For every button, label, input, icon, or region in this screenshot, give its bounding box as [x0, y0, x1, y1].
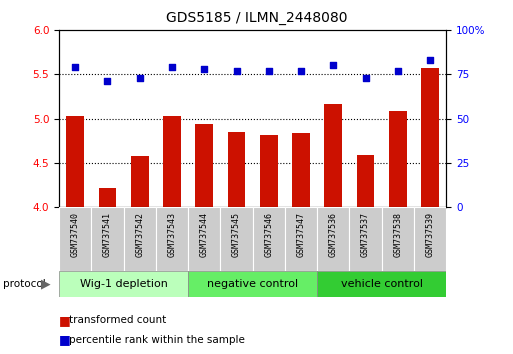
Point — [362, 75, 370, 81]
Point — [200, 66, 208, 72]
Bar — [124, 207, 156, 271]
Bar — [317, 271, 446, 297]
Point — [103, 79, 111, 84]
Bar — [195, 124, 213, 207]
Bar — [252, 207, 285, 271]
Text: GSM737546: GSM737546 — [264, 212, 273, 257]
Bar — [221, 207, 252, 271]
Bar — [66, 116, 84, 207]
Text: negative control: negative control — [207, 279, 298, 289]
Text: GSM737545: GSM737545 — [232, 212, 241, 257]
Text: ■: ■ — [59, 333, 71, 346]
Text: ▶: ▶ — [41, 278, 50, 291]
Point — [265, 68, 273, 74]
Bar — [349, 207, 382, 271]
Text: GSM737539: GSM737539 — [426, 212, 435, 257]
Point — [394, 68, 402, 74]
Text: GSM737543: GSM737543 — [167, 212, 176, 257]
Text: GSM737537: GSM737537 — [361, 212, 370, 257]
Text: GDS5185 / ILMN_2448080: GDS5185 / ILMN_2448080 — [166, 11, 347, 25]
Point — [135, 75, 144, 81]
Bar — [324, 104, 342, 207]
Text: GSM737536: GSM737536 — [329, 212, 338, 257]
Text: GSM737538: GSM737538 — [393, 212, 402, 257]
Bar — [131, 156, 149, 207]
Bar — [59, 271, 188, 297]
Text: GSM737541: GSM737541 — [103, 212, 112, 257]
Text: protocol: protocol — [3, 279, 45, 289]
Bar — [260, 135, 278, 207]
Point — [426, 57, 435, 63]
Bar — [156, 207, 188, 271]
Bar — [317, 207, 349, 271]
Text: transformed count: transformed count — [69, 315, 167, 325]
Bar — [59, 207, 91, 271]
Point — [329, 63, 338, 68]
Bar — [357, 155, 374, 207]
Bar — [389, 110, 407, 207]
Point — [71, 64, 79, 70]
Bar — [414, 207, 446, 271]
Text: ■: ■ — [59, 314, 71, 327]
Bar — [188, 207, 221, 271]
Point — [232, 68, 241, 74]
Bar — [163, 116, 181, 207]
Bar — [292, 133, 310, 207]
Text: vehicle control: vehicle control — [341, 279, 423, 289]
Bar — [98, 188, 116, 207]
Text: GSM737544: GSM737544 — [200, 212, 209, 257]
Bar — [285, 207, 317, 271]
Point — [297, 68, 305, 74]
Bar — [188, 271, 317, 297]
Text: GSM737547: GSM737547 — [297, 212, 306, 257]
Text: percentile rank within the sample: percentile rank within the sample — [69, 335, 245, 345]
Bar — [421, 68, 439, 207]
Bar — [382, 207, 414, 271]
Bar — [91, 207, 124, 271]
Bar — [228, 132, 245, 207]
Point — [168, 64, 176, 70]
Text: GSM737542: GSM737542 — [135, 212, 144, 257]
Text: GSM737540: GSM737540 — [71, 212, 80, 257]
Text: Wig-1 depletion: Wig-1 depletion — [80, 279, 167, 289]
